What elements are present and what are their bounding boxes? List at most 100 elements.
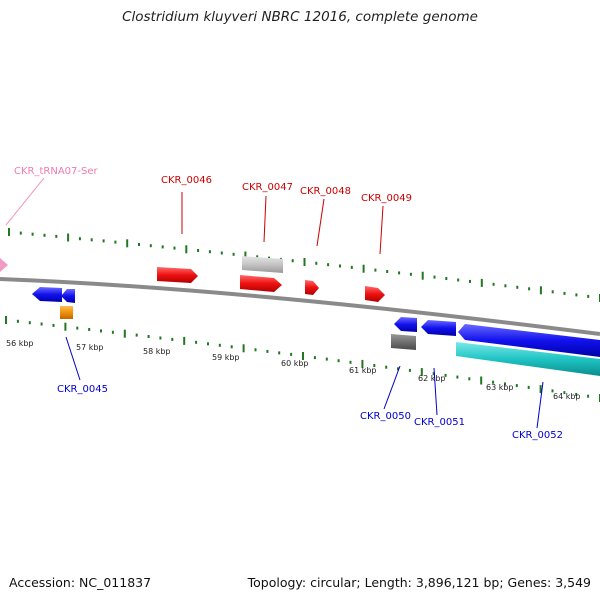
tick-mark-outer: [90, 238, 93, 242]
gene-feature-ckr-0048[interactable]: [305, 280, 319, 295]
tick-mark-inner: [337, 359, 340, 363]
tick-mark-outer: [516, 285, 519, 289]
tick-mark-inner: [28, 321, 31, 325]
tick-mark-inner: [88, 328, 91, 331]
tick-mark-outer: [504, 284, 507, 288]
tick-mark-inner: [492, 380, 495, 384]
tick-mark-inner: [397, 367, 399, 371]
tick-mark-outer: [220, 251, 223, 255]
tick-row-inner: [5, 316, 600, 402]
tick-mark-inner: [278, 351, 281, 355]
tick-mark-inner: [468, 377, 471, 381]
tick-mark-outer: [386, 270, 389, 273]
gene-feature-ckr-0047-pseudo[interactable]: [242, 256, 283, 273]
gene-feature-ckr-0050-pseudo[interactable]: [391, 334, 416, 350]
tick-mark-outer: [31, 232, 34, 236]
tick-mark-outer: [78, 237, 81, 241]
tick-mark-outer: [350, 265, 353, 269]
tick-mark-inner: [135, 333, 138, 337]
tick-mark-inner: [218, 343, 221, 347]
gene-feature-trna[interactable]: [0, 258, 8, 272]
tick-mark-outer: [55, 234, 58, 238]
tick-mark-outer: [173, 246, 176, 250]
label-ckr-0045[interactable]: CKR_0045: [57, 384, 108, 395]
tick-mark-outer: [67, 233, 70, 242]
tick-mark-inner: [456, 375, 459, 379]
tick-label: 58 kbp: [143, 347, 171, 356]
tick-mark-outer: [303, 258, 306, 266]
tick-mark-outer: [149, 244, 152, 248]
label-ckr-0048[interactable]: CKR_0048: [300, 186, 351, 197]
gene-feature-ckr-0051[interactable]: [421, 320, 456, 336]
tick-mark-outer: [528, 287, 531, 291]
label-ckr-0047[interactable]: CKR_0047: [242, 182, 293, 193]
tick-mark-outer: [256, 255, 259, 259]
gene-feature-ckr-0045a[interactable]: [32, 287, 62, 302]
label-ckr-0052[interactable]: CKR_0052: [512, 430, 563, 441]
tick-mark-inner: [242, 344, 245, 353]
tick-mark-outer: [551, 290, 554, 294]
tick-label: 56 kbp: [6, 339, 34, 348]
tick-mark-inner: [480, 376, 483, 385]
tick-mark-inner: [183, 336, 186, 345]
tick-mark-outer: [43, 233, 46, 237]
tick-mark-inner: [64, 322, 67, 331]
tick-label: 64 kbp: [553, 392, 581, 401]
tick-mark-inner: [147, 335, 150, 338]
tick-mark-outer: [291, 259, 294, 263]
gene-feature-misc-orange[interactable]: [60, 306, 73, 319]
tick-label: 62 kbp: [418, 374, 446, 383]
gene-feature-ckr-0045b[interactable]: [61, 289, 75, 303]
label-ckr-0046[interactable]: CKR_0046: [161, 175, 212, 186]
tick-mark-inner: [5, 316, 7, 324]
tick-mark-outer: [409, 272, 412, 276]
tick-mark-inner: [313, 356, 316, 360]
label-ckr-0051[interactable]: CKR_0051: [414, 417, 465, 428]
tick-mark-inner: [76, 326, 79, 330]
leader-trna: [5, 177, 45, 226]
gene-feature-ckr-0047[interactable]: [240, 275, 282, 292]
tick-mark-inner: [290, 352, 293, 356]
tick-mark-inner: [408, 368, 411, 372]
tick-mark-inner: [515, 384, 518, 388]
tick-mark-outer: [208, 250, 211, 254]
gene-feature-cyan[interactable]: [456, 342, 600, 376]
tick-mark-inner: [444, 373, 447, 377]
tick-mark-inner: [527, 385, 530, 389]
tick-mark-inner: [52, 323, 55, 327]
tick-mark-outer: [563, 291, 566, 295]
tick-mark-inner: [40, 322, 43, 326]
leader-ckr-0047: [263, 195, 267, 243]
leader-ckr-0052: [536, 381, 544, 429]
gene-feature-ckr-0050[interactable]: [394, 317, 417, 332]
tick-mark-inner: [325, 357, 328, 361]
tick-mark-inner: [254, 348, 257, 352]
tick-mark-outer: [19, 231, 22, 235]
tick-mark-inner: [111, 330, 114, 334]
tick-mark-outer: [362, 264, 365, 273]
tick-mark-outer: [244, 251, 247, 260]
tick-mark-outer: [339, 264, 341, 268]
tick-label: 57 kbp: [76, 343, 104, 352]
label-ckr-0049[interactable]: CKR_0049: [361, 193, 412, 204]
tick-mark-outer: [161, 245, 164, 249]
gene-feature-ckr-0049[interactable]: [365, 286, 385, 302]
gene-feature-ckr-0046[interactable]: [157, 267, 198, 283]
tick-label: 63 kbp: [486, 383, 514, 392]
tick-mark-outer: [575, 293, 578, 297]
leader-ckr-0049: [379, 205, 384, 255]
tick-mark-outer: [469, 279, 471, 283]
label-ckr-0050[interactable]: CKR_0050: [360, 411, 411, 422]
gene-feature-ckr-0052[interactable]: [458, 324, 600, 357]
tick-mark-outer: [327, 263, 330, 267]
tick-mark-inner: [302, 352, 304, 360]
leader-ckr-0048: [316, 198, 325, 247]
label-trna[interactable]: CKR_tRNA07-Ser: [14, 166, 99, 177]
tick-mark-outer: [8, 228, 10, 236]
tick-mark-inner: [563, 391, 566, 395]
tick-mark-outer: [492, 282, 495, 286]
genome-backbone: [0, 277, 600, 336]
gene-labels: CKR_tRNA07-Ser CKR_0046 CKR_0047 CKR_004…: [14, 166, 563, 441]
tick-mark-inner: [385, 365, 388, 369]
